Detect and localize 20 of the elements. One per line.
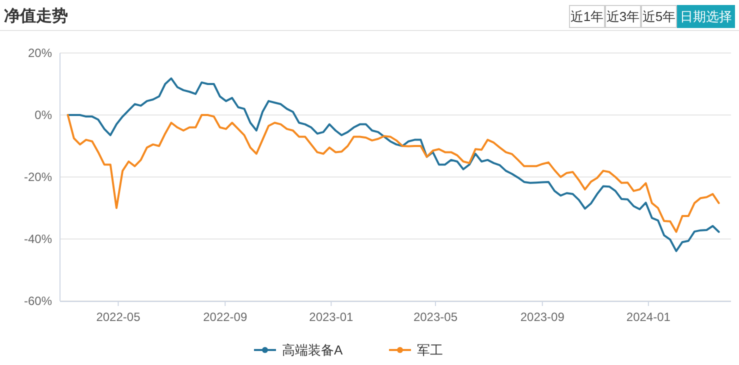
y-tick-label: -20% xyxy=(24,170,52,184)
range-button: 近5年 xyxy=(641,5,677,28)
range-button: 近1年 xyxy=(569,5,605,28)
line-series xyxy=(66,114,720,233)
x-tick-label: 2024-01 xyxy=(626,310,671,324)
chart-title: 净值走势 xyxy=(4,7,68,25)
range-button: 近3年 xyxy=(605,5,641,28)
line-series xyxy=(66,77,720,252)
range-button: 日期选择 xyxy=(677,5,735,28)
y-tick-label: -40% xyxy=(24,232,52,246)
y-tick-label: 0% xyxy=(34,108,52,122)
y-tick-label: 20% xyxy=(28,46,52,60)
x-tick-label: 2023-01 xyxy=(309,310,354,324)
x-tick-label: 2022-05 xyxy=(96,310,141,324)
x-tick-label: 2022-09 xyxy=(203,310,248,324)
y-tick-label: -60% xyxy=(24,294,52,308)
x-tick-label: 2023-09 xyxy=(520,310,565,324)
legend-label: 高端装备A xyxy=(282,342,343,358)
x-tick-label: 2023-05 xyxy=(413,310,458,324)
legend-label: 军工 xyxy=(417,342,443,358)
